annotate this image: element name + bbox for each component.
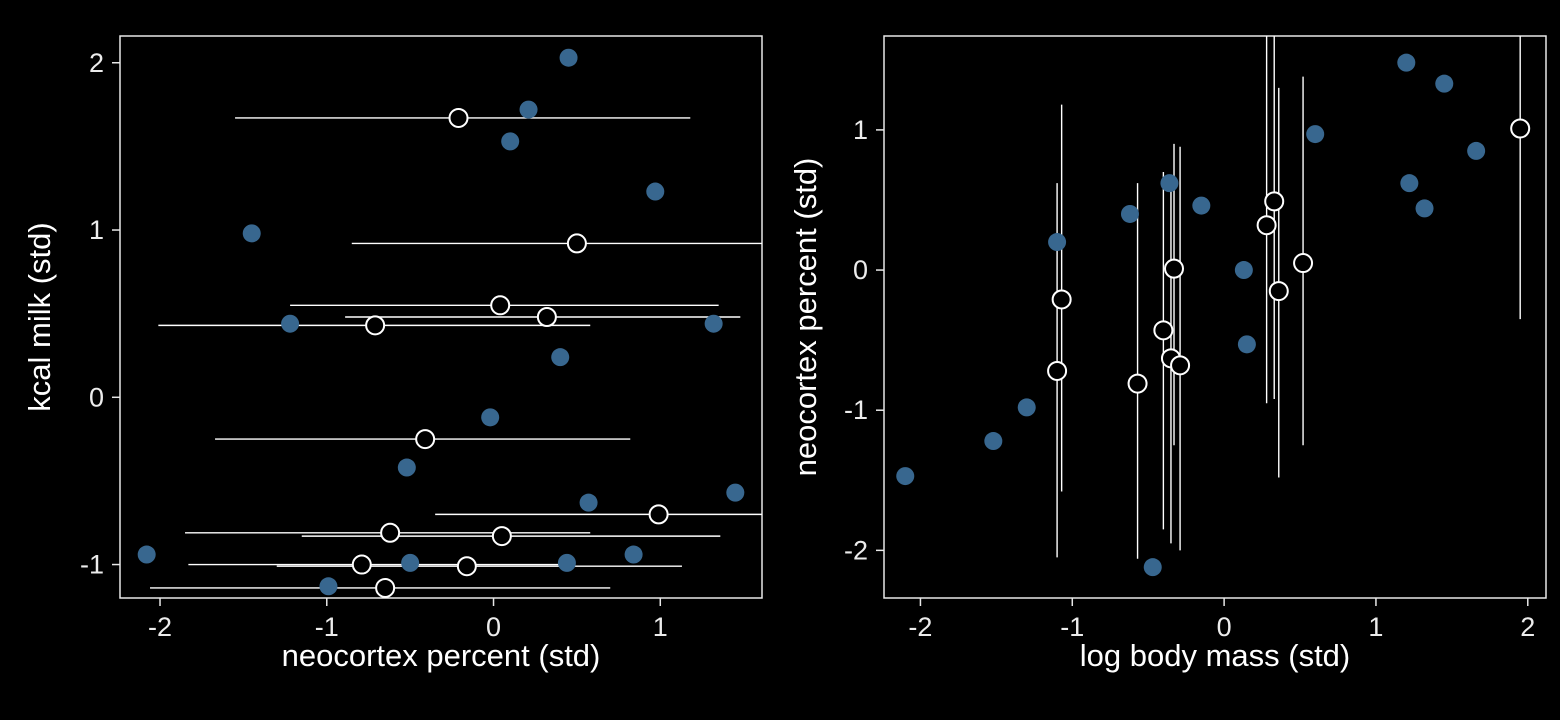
observed-point bbox=[1435, 74, 1454, 93]
imputed-point bbox=[448, 107, 469, 128]
observed-point bbox=[579, 493, 598, 512]
observed-point bbox=[1048, 233, 1067, 252]
imputed-point bbox=[415, 429, 436, 450]
imputed-point bbox=[1264, 191, 1285, 212]
imputed-point bbox=[375, 577, 396, 598]
observed-point bbox=[519, 100, 538, 119]
panel-frame bbox=[119, 35, 763, 599]
x-tick-label: 1 bbox=[1368, 612, 1383, 642]
observed-point bbox=[1234, 261, 1253, 280]
y-tick-label: 0 bbox=[89, 382, 104, 412]
imputed-point bbox=[351, 554, 372, 575]
x-tick-label: 0 bbox=[1217, 612, 1232, 642]
y-tick-label: 1 bbox=[89, 215, 104, 245]
observed-point bbox=[1160, 174, 1179, 193]
observed-point bbox=[1192, 196, 1211, 215]
observed-point bbox=[1415, 199, 1434, 218]
x-tick-label: -1 bbox=[315, 612, 339, 642]
observed-point bbox=[481, 408, 500, 427]
imputed-point bbox=[1051, 289, 1072, 310]
y-tick-label: -2 bbox=[844, 535, 868, 565]
observed-point bbox=[1467, 141, 1486, 160]
imputed-point bbox=[566, 233, 587, 254]
observed-point bbox=[501, 132, 520, 151]
observed-point bbox=[1143, 558, 1162, 577]
imputed-point bbox=[1510, 118, 1531, 139]
imputed-point bbox=[490, 295, 511, 316]
observed-point bbox=[646, 182, 665, 201]
y-tick-label: 1 bbox=[853, 115, 868, 145]
observed-point bbox=[896, 467, 915, 486]
y-tick-label: 0 bbox=[853, 255, 868, 285]
observed-point bbox=[281, 314, 300, 333]
x-tick-label: 2 bbox=[1520, 612, 1535, 642]
observed-point bbox=[1397, 53, 1416, 72]
imputed-point bbox=[1127, 373, 1148, 394]
imputed-point bbox=[380, 522, 401, 543]
observed-point bbox=[557, 553, 576, 572]
observed-point bbox=[984, 432, 1003, 451]
observed-point bbox=[1306, 125, 1325, 144]
x-tick-label: -2 bbox=[148, 612, 172, 642]
observed-point bbox=[401, 553, 420, 572]
imputed-point bbox=[456, 556, 477, 577]
y-tick-label: -1 bbox=[80, 550, 104, 580]
observed-point bbox=[319, 577, 338, 596]
observed-point bbox=[559, 48, 578, 67]
imputed-point bbox=[365, 315, 386, 336]
x-tick-label: 0 bbox=[486, 612, 501, 642]
imputed-point bbox=[1293, 253, 1314, 274]
imputed-point bbox=[1047, 360, 1068, 381]
imputed-point bbox=[491, 526, 512, 547]
imputed-point bbox=[1256, 215, 1277, 236]
panel-frame bbox=[883, 35, 1547, 599]
x-tick-label: 1 bbox=[653, 612, 668, 642]
observed-point bbox=[1120, 204, 1139, 223]
imputed-point bbox=[536, 307, 557, 327]
observed-point bbox=[726, 483, 745, 502]
observed-point bbox=[137, 545, 156, 564]
observed-point bbox=[1017, 398, 1036, 417]
observed-point bbox=[704, 314, 723, 333]
imputed-point bbox=[1164, 258, 1185, 279]
imputed-point bbox=[1268, 281, 1289, 302]
y-tick-label: 2 bbox=[89, 48, 104, 78]
imputed-point bbox=[1170, 355, 1191, 376]
x-tick-label: -2 bbox=[908, 612, 932, 642]
observed-point bbox=[551, 348, 570, 367]
imputed-point bbox=[1153, 320, 1174, 341]
imputed-point bbox=[648, 504, 669, 525]
observed-point bbox=[1400, 174, 1419, 193]
x-tick-label: -1 bbox=[1060, 612, 1084, 642]
y-tick-label: -1 bbox=[844, 395, 868, 425]
observed-point bbox=[397, 458, 416, 477]
observed-point bbox=[624, 545, 643, 564]
observed-point bbox=[242, 224, 261, 243]
observed-point bbox=[1237, 335, 1256, 354]
